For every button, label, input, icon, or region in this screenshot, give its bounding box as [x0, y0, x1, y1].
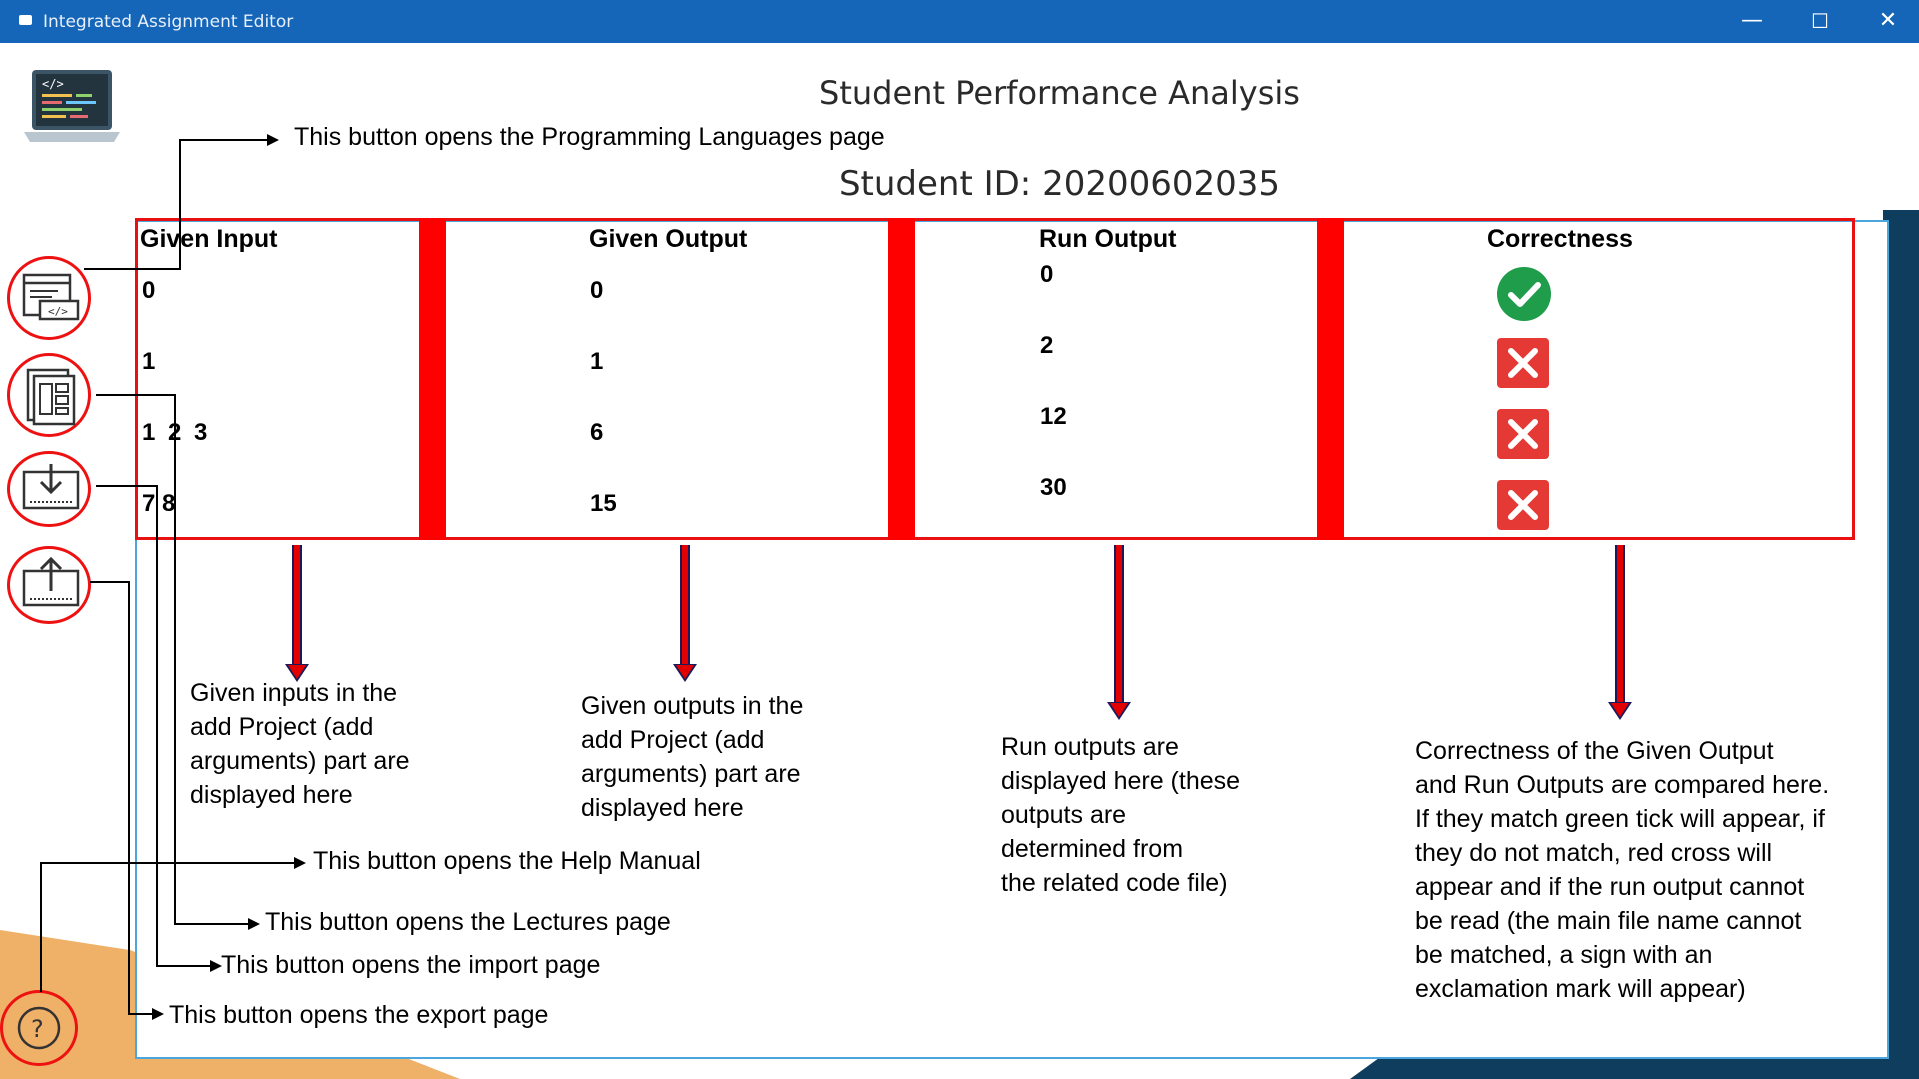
- export-button[interactable]: [7, 546, 91, 624]
- connector-line: [156, 965, 212, 967]
- import-button[interactable]: [7, 451, 91, 527]
- run-output-cell: 30: [1040, 474, 1067, 501]
- svg-text:?: ?: [31, 1015, 44, 1043]
- callout-export: This button opens the export page: [169, 1001, 549, 1029]
- red-arrow: [292, 545, 302, 665]
- annotation-run-output: Run outputs are displayed here (these ou…: [1001, 733, 1241, 897]
- callout-programming-languages: This button opens the Programming Langua…: [294, 123, 885, 151]
- question-mark-icon: ?: [17, 1006, 61, 1050]
- header-given-input: Given Input: [140, 225, 278, 253]
- svg-text:</>: </>: [42, 77, 64, 91]
- connector-line: [128, 581, 130, 1015]
- upload-tray-icon: [22, 557, 80, 607]
- student-id: Student ID: 20200602035: [838, 164, 1281, 204]
- red-arrow: [1615, 545, 1625, 703]
- help-button[interactable]: ?: [0, 990, 78, 1066]
- run-output-cell: 12: [1040, 403, 1067, 430]
- maximize-button[interactable]: ☐: [1811, 9, 1829, 33]
- red-arrow: [680, 545, 690, 665]
- given-output-cell: 15: [590, 490, 617, 517]
- red-cross-icon: [1497, 480, 1549, 530]
- given-input-cell: 7 8: [142, 490, 176, 517]
- arrowhead: [294, 857, 306, 869]
- given-input-cell: 0: [142, 277, 156, 304]
- connector-line: [90, 581, 130, 583]
- arrowhead: [152, 1008, 164, 1020]
- minimize-button[interactable]: —: [1741, 8, 1763, 33]
- arrowhead: [267, 134, 279, 146]
- red-arrowhead: [285, 664, 309, 682]
- annotation-given-input: Given inputs in the add Project (add arg…: [190, 679, 410, 809]
- programming-languages-button[interactable]: </>: [7, 256, 91, 340]
- callout-lectures: This button opens the Lectures page: [265, 908, 671, 936]
- connector-line: [179, 139, 181, 270]
- connector-line: [84, 268, 180, 270]
- callout-help: This button opens the Help Manual: [313, 847, 701, 875]
- page-title: Student Performance Analysis: [819, 74, 1300, 112]
- close-button[interactable]: ✕: [1878, 8, 1898, 33]
- header-given-output: Given Output: [589, 225, 748, 253]
- connector-line: [174, 923, 250, 925]
- connector-line: [96, 394, 176, 396]
- given-output-cell: 1: [590, 348, 604, 375]
- arrowhead: [248, 918, 260, 930]
- red-cross-icon: [1497, 409, 1549, 459]
- given-output-cell: 6: [590, 419, 604, 446]
- code-window-icon: </>: [22, 273, 80, 321]
- run-output-cell: 0: [1040, 261, 1054, 288]
- connector-line: [40, 862, 42, 992]
- red-arrowhead: [1107, 702, 1131, 720]
- annotation-given-output: Given outputs in the add Project (add ar…: [581, 692, 804, 822]
- window-title: Integrated Assignment Editor: [43, 12, 294, 32]
- red-cross-icon: [1497, 338, 1549, 388]
- callout-import: This button opens the import page: [221, 951, 601, 979]
- red-arrowhead: [673, 664, 697, 682]
- red-arrowhead: [1608, 702, 1632, 720]
- green-check-icon: [1497, 267, 1551, 321]
- document-layout-icon: [26, 368, 76, 426]
- annotation-correctness: Correctness of the Given Output and Run …: [1415, 737, 1830, 1003]
- lectures-button[interactable]: [7, 353, 91, 437]
- given-input-cell: 1: [142, 348, 156, 375]
- svg-text:</>: </>: [48, 305, 68, 318]
- given-output-cell: 0: [590, 277, 604, 304]
- column-separator: [888, 218, 915, 540]
- laptop-code-logo: </>: [24, 70, 120, 142]
- arrowhead: [210, 960, 222, 972]
- connector-line: [96, 485, 158, 487]
- header-run-output: Run Output: [1039, 225, 1177, 253]
- download-tray-icon: [22, 464, 80, 510]
- red-arrow: [1114, 545, 1124, 703]
- header-correctness: Correctness: [1487, 225, 1633, 253]
- results-table: [135, 218, 1855, 540]
- connector-line: [128, 1013, 154, 1015]
- column-separator: [419, 218, 446, 540]
- connector-line: [174, 394, 176, 925]
- connector-line: [179, 139, 269, 141]
- decorative-shape-navy: [1883, 210, 1919, 1079]
- window-titlebar: Integrated Assignment Editor — ☐ ✕: [0, 0, 1919, 43]
- column-separator: [1317, 218, 1344, 540]
- connector-line: [156, 485, 158, 967]
- run-output-cell: 2: [1040, 332, 1054, 359]
- connector-line: [40, 862, 296, 864]
- app-icon: [19, 15, 32, 25]
